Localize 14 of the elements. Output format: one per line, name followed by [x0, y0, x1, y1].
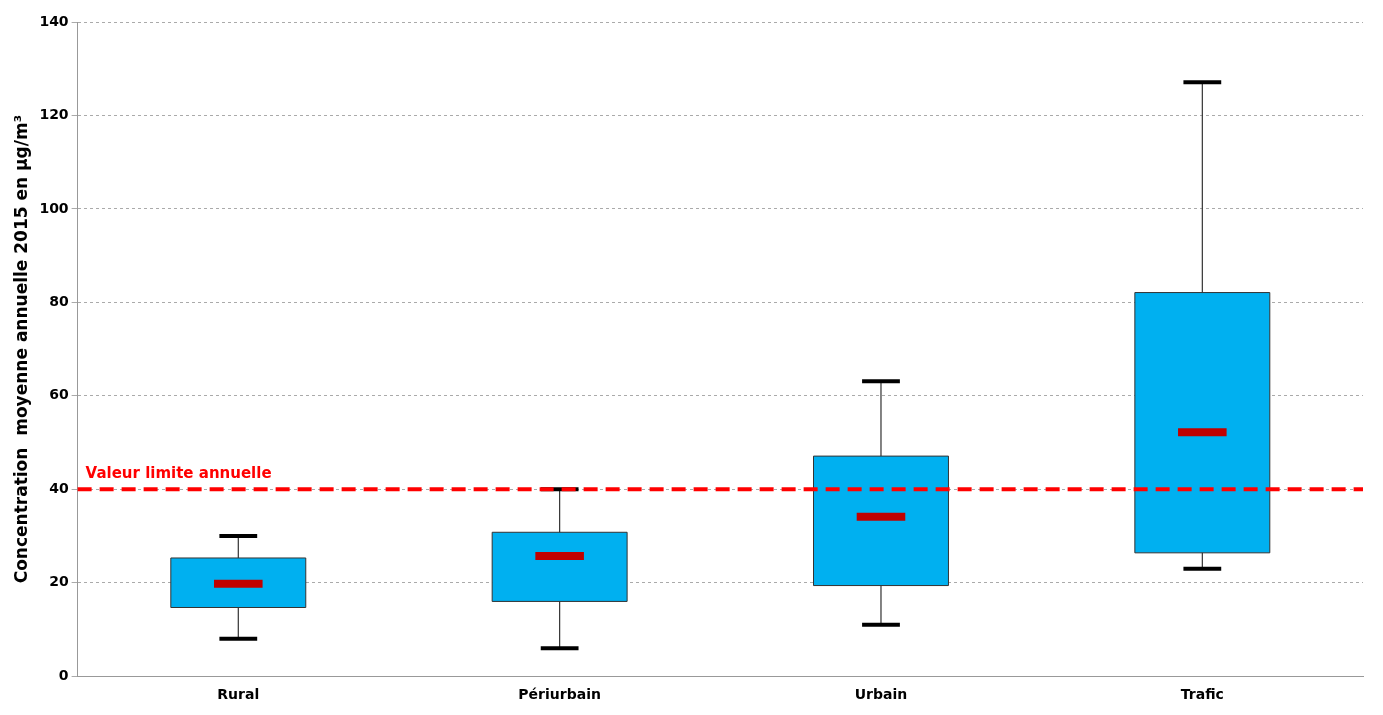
y-tick-label: 40 [49, 479, 69, 496]
ref-line-label: Valeur limite annuelle [85, 463, 272, 482]
y-tick-label: 60 [49, 386, 69, 403]
y-tick-label: 0 [58, 666, 69, 683]
x-tick-label: Périurbain [518, 686, 601, 703]
y-tick-label: 140 [39, 12, 69, 29]
x-tick-label: Urbain [854, 686, 908, 703]
x-tick-label: Rural [217, 686, 260, 703]
x-tick-label: Trafic [1180, 686, 1224, 703]
y-tick-label: 100 [39, 199, 69, 216]
y-axis-title: Concentration moyenne annuelle 2015 en µg/m³ [10, 114, 31, 584]
y-tick-label: 80 [49, 293, 69, 310]
y-tick-label: 20 [49, 573, 69, 590]
y-tick-label: 120 [39, 106, 69, 123]
